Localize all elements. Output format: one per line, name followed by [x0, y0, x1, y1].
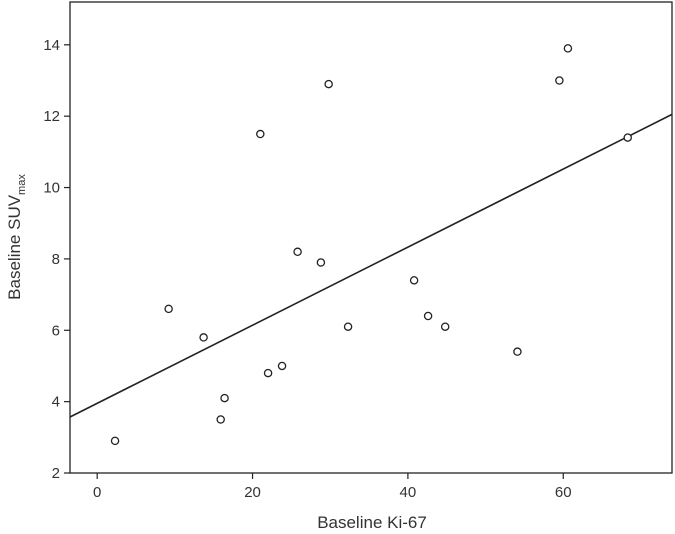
y-tick-label: 8 [52, 251, 60, 268]
data-point [324, 79, 333, 89]
x-axis-title: Baseline Ki-67 [317, 513, 427, 532]
x-tick-label: 40 [400, 484, 417, 501]
y-tick-label: 10 [43, 180, 60, 197]
data-point [563, 44, 573, 53]
y-tick-label: 6 [52, 322, 60, 339]
data-point [423, 311, 433, 321]
y-axis-title: Baseline SUVmax [5, 174, 28, 300]
y-axis-title-subscript: max [16, 174, 28, 195]
data-point [409, 276, 419, 285]
data-point [513, 347, 522, 356]
data-point [623, 133, 632, 142]
y-tick-label: 14 [43, 37, 60, 54]
y-tick-label: 12 [43, 108, 60, 125]
x-tick-label: 0 [93, 484, 101, 501]
y-axis-ticks: 2 4 6 8 10 12 14 [43, 37, 70, 482]
data-point [110, 436, 120, 446]
data-points [110, 44, 632, 446]
x-axis-ticks: 0 20 40 60 [93, 473, 572, 501]
data-point [216, 415, 225, 424]
data-point [343, 322, 353, 331]
x-tick-label: 60 [555, 484, 572, 501]
data-point [277, 361, 287, 371]
regression-line [69, 113, 673, 418]
plot-frame [69, 1, 673, 474]
y-tick-label: 2 [52, 465, 60, 482]
data-point [256, 129, 265, 139]
data-point [220, 393, 229, 403]
data-point [440, 322, 450, 331]
data-point [164, 304, 173, 314]
data-point [199, 333, 208, 342]
x-tick-label: 20 [244, 484, 261, 501]
data-point [263, 368, 273, 378]
data-point [555, 76, 564, 85]
y-axis-title-main: Baseline SUV [5, 194, 24, 300]
y-tick-label: 4 [52, 394, 60, 411]
data-point [316, 258, 326, 267]
data-point [293, 247, 302, 257]
